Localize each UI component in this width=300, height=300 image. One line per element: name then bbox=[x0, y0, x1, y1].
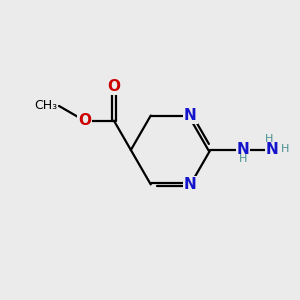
Text: O: O bbox=[107, 79, 120, 94]
Text: N: N bbox=[184, 108, 197, 123]
Text: H: H bbox=[265, 134, 273, 144]
Text: H: H bbox=[238, 154, 247, 164]
Text: N: N bbox=[236, 142, 249, 158]
Text: N: N bbox=[266, 142, 278, 158]
Text: CH₃: CH₃ bbox=[34, 99, 58, 112]
Text: H: H bbox=[281, 143, 289, 154]
Text: N: N bbox=[184, 177, 197, 192]
Text: O: O bbox=[78, 113, 91, 128]
